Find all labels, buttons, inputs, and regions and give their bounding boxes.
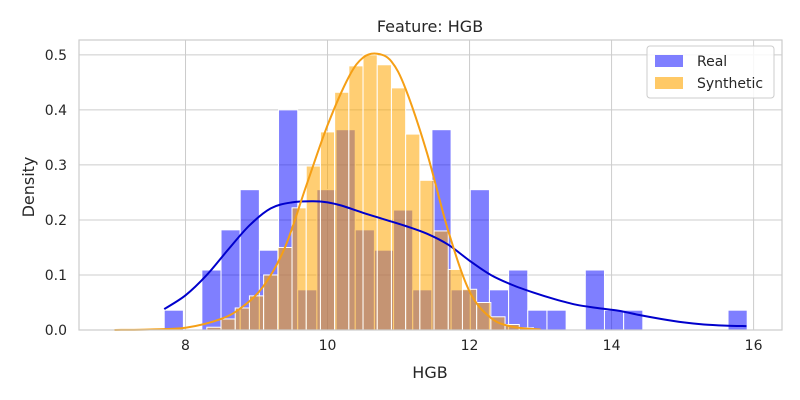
- synthetic-kde-line: [114, 52, 541, 331]
- synthetic-bar: [405, 133, 421, 331]
- real-bar: [163, 309, 184, 331]
- x-tick-label: 16: [745, 338, 763, 354]
- kde-curves: [114, 52, 747, 331]
- x-tick-label: 14: [603, 338, 621, 354]
- synthetic-bar: [248, 295, 265, 331]
- y-tick-labels: 0.0 0.1 0.2 0.3 0.4 0.5: [45, 48, 67, 339]
- synthetic-bar: [334, 91, 350, 331]
- chart-title: Feature: HGB: [377, 17, 483, 36]
- y-axis-label: Density: [19, 157, 38, 218]
- y-tick-label: 0.2: [45, 213, 67, 229]
- real-bar: [546, 309, 567, 331]
- real-bar: [584, 269, 605, 331]
- y-tick-label: 0.4: [45, 103, 67, 119]
- legend-label-real: Real: [697, 54, 727, 70]
- real-kde-line: [163, 200, 747, 328]
- y-tick-label: 0.1: [45, 268, 67, 284]
- y-tick-label: 0.3: [45, 158, 67, 174]
- synthetic-bar: [447, 268, 463, 331]
- y-tick-label: 0.0: [45, 323, 67, 339]
- legend-label-synthetic: Synthetic: [697, 76, 763, 92]
- synthetic-bar: [305, 165, 321, 331]
- x-tick-label: 8: [181, 338, 190, 354]
- legend-swatch-real: [655, 55, 683, 67]
- synthetic-bar: [419, 179, 435, 331]
- synthetic-bar: [220, 318, 236, 331]
- real-bar: [527, 309, 548, 331]
- x-tick-label: 12: [461, 338, 479, 354]
- synthetic-bar: [348, 65, 364, 331]
- legend-swatch-synthetic: [655, 77, 683, 89]
- synthetic-bar: [390, 87, 407, 331]
- legend: Real Synthetic: [646, 45, 775, 99]
- synthetic-bar: [291, 207, 307, 331]
- x-axis-label: HGB: [412, 363, 447, 382]
- y-tick-label: 0.5: [45, 48, 67, 64]
- real-bar: [508, 269, 529, 331]
- x-tick-label: 10: [319, 338, 337, 354]
- x-tick-labels: 8 10 12 14 16: [181, 338, 763, 354]
- synthetic-bar: [461, 288, 478, 331]
- synthetic-bar: [376, 64, 392, 331]
- synthetic-bar: [319, 131, 336, 331]
- plot-frame: [78, 39, 783, 331]
- synthetic-bar: [362, 54, 378, 331]
- synthetic-bar: [433, 230, 449, 331]
- real-bar: [603, 309, 625, 331]
